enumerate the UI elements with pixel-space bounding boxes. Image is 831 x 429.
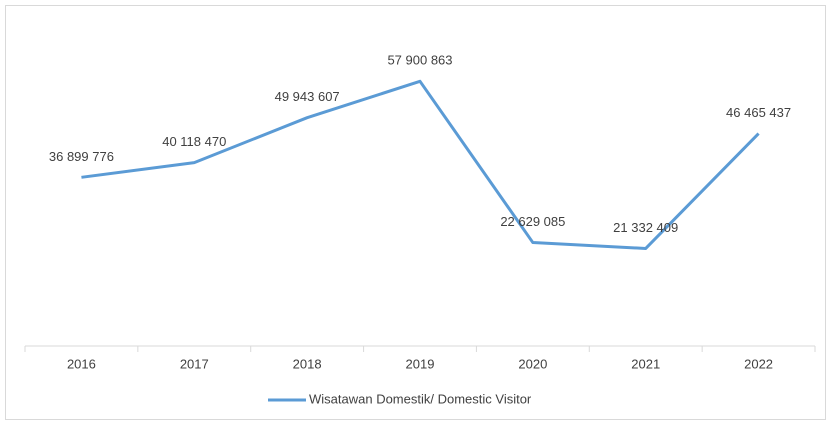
x-tick-label: 2016 [67, 356, 96, 371]
legend-label: Wisatawan Domestik/ Domestic Visitor [309, 391, 532, 406]
x-tick-label: 2020 [518, 356, 547, 371]
data-line [81, 79, 760, 250]
data-label: 36 899 776 [49, 149, 114, 164]
x-tick-label: 2021 [631, 356, 660, 371]
x-tick-label: 2022 [744, 356, 773, 371]
data-label: 46 465 437 [726, 105, 791, 120]
data-label: 21 332 409 [613, 220, 678, 235]
data-label: 57 900 863 [387, 53, 452, 68]
chart-frame [5, 5, 826, 420]
x-tick-label: 2018 [293, 356, 322, 371]
x-tick-label: 2017 [180, 356, 209, 371]
data-label: 40 118 470 [162, 134, 226, 149]
x-tick-label: 2019 [406, 356, 435, 371]
data-label: 49 943 607 [275, 89, 340, 104]
data-label: 22 629 085 [500, 214, 565, 229]
